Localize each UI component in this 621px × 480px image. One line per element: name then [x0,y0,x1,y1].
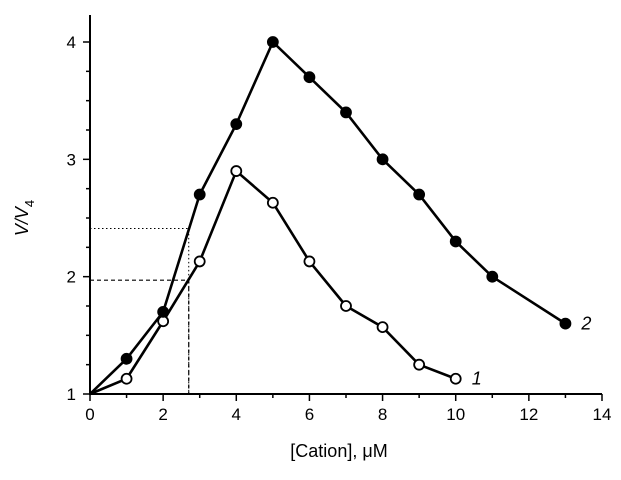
series-2-point [449,235,462,248]
x-axis: 0 2 4 6 8 10 12 14 [85,393,612,424]
series-2-point [230,118,243,131]
x-tick-label: 4 [232,405,241,424]
x-tick-label: 10 [446,405,465,424]
series-1-label: 1 [472,369,482,389]
series-2-point [266,36,279,48]
x-tick-label: 6 [305,405,314,424]
guides-layer [90,228,190,394]
y-tick-label: 2 [67,268,76,287]
series-1-point [120,372,133,385]
series-1-point [376,321,389,334]
series-layer: 12 [89,36,591,396]
y-tick-label: 3 [67,150,76,169]
x-tick-label: 14 [593,405,612,424]
series-2-label: 2 [580,314,591,334]
series-2-point [559,317,572,330]
series-1-point [193,255,206,268]
series-1-point [340,300,352,312]
x-tick-label: 8 [378,405,387,424]
series-2-line [89,40,567,395]
series-2-point [157,305,170,318]
series-1-point [230,165,243,177]
x-tick-label: 2 [158,405,167,424]
y-axis: 1 2 3 4 [67,15,91,404]
series-2-point [376,153,389,166]
series-1-point [266,196,279,209]
series-2-point [193,188,206,201]
series-2-point [340,106,352,119]
series-2-point [303,71,316,84]
y-axis-title: V/V4 [12,200,37,236]
x-tick-label: 0 [85,405,94,424]
x-axis-title: [Cation], μM [290,441,387,461]
x-tick-label: 12 [519,405,538,424]
series-1-point [413,358,426,371]
y-tick-label: 4 [67,33,76,52]
guide-line-dashed [90,279,190,394]
series-2-point [413,188,426,201]
series-1-point [303,255,316,268]
guide-line-dotted [90,228,190,394]
y-axis-title-main: V/V [12,205,32,236]
y-axis-title-subscript: 4 [22,200,37,207]
y-tick-label: 1 [67,385,76,404]
series-2-point [120,352,133,365]
series-2-point [486,270,499,283]
series-1-point [449,372,462,385]
